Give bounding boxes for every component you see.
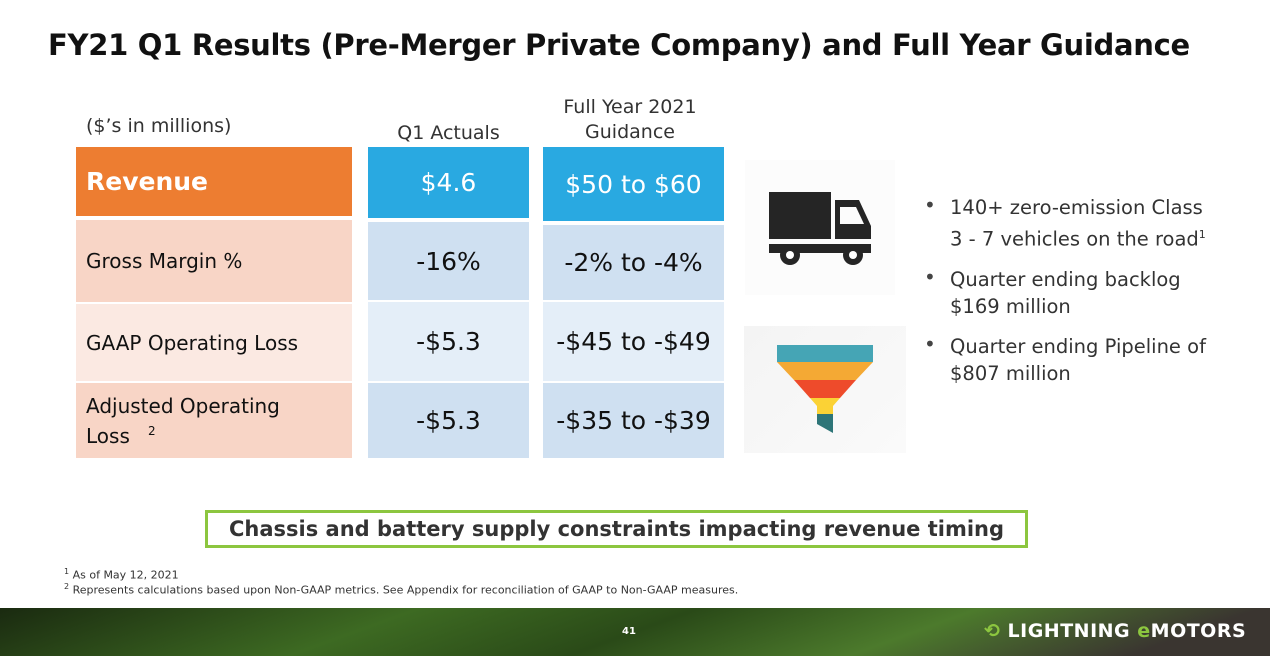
funnel-icon bbox=[744, 326, 906, 453]
bullet-vehicles: 140+ zero-emission Class 3 - 7 vehicles … bbox=[922, 192, 1212, 253]
footnote-1: 1 As of May 12, 2021 bbox=[64, 567, 179, 582]
page-number: 41 bbox=[622, 626, 636, 637]
bullet-backlog: Quarter ending backlog $169 million bbox=[922, 264, 1212, 320]
q1-gaap-loss: -$5.3 bbox=[368, 302, 529, 381]
footnote-2: 2 Represents calculations based upon Non… bbox=[64, 582, 738, 597]
footnote-number: 1 bbox=[64, 567, 70, 576]
company-logo: ⟲ LIGHTNING eMOTORS bbox=[984, 620, 1247, 642]
q1-gross-margin: -16% bbox=[368, 222, 529, 300]
unit-note: ($’s in millions) bbox=[86, 115, 232, 137]
fy-adjusted-loss: -$35 to -$39 bbox=[543, 383, 724, 458]
col-header-fy-line2: Guidance bbox=[585, 121, 675, 143]
fy-gross-margin: -2% to -4% bbox=[543, 225, 724, 300]
footer-bar: 41 ⟲ LIGHTNING eMOTORS bbox=[0, 608, 1270, 656]
q1-revenue: $4.6 bbox=[368, 147, 529, 218]
bullet-vehicles-text: 140+ zero-emission Class 3 - 7 vehicles … bbox=[950, 196, 1203, 251]
row-label-gaap-loss: GAAP Operating Loss bbox=[76, 304, 352, 381]
col-header-fy-line1: Full Year 2021 bbox=[563, 96, 697, 118]
banner-callout: Chassis and battery supply constraints i… bbox=[205, 510, 1028, 548]
truck-icon bbox=[745, 160, 895, 295]
footnote-marker: 2 bbox=[148, 423, 156, 438]
footnote-text: As of May 12, 2021 bbox=[72, 568, 179, 582]
fy-revenue: $50 to $60 bbox=[543, 147, 724, 221]
page-title: FY21 Q1 Results (Pre-Merger Private Comp… bbox=[48, 28, 1190, 62]
fy-gaap-loss: -$45 to -$49 bbox=[543, 302, 724, 381]
footnote-text: Represents calculations based upon Non-G… bbox=[72, 583, 739, 597]
footnote-marker: 1 bbox=[1198, 228, 1206, 241]
row-label-adjusted-loss: Adjusted Operating Loss 2 bbox=[76, 383, 352, 458]
col-header-fy: Full Year 2021 Guidance bbox=[530, 95, 730, 145]
row-label-adjusted-loss-text: Adjusted Operating Loss bbox=[86, 393, 280, 448]
row-label-revenue: Revenue bbox=[76, 147, 352, 216]
col-header-q1: Q1 Actuals bbox=[397, 122, 500, 144]
row-label-gross-margin: Gross Margin % bbox=[76, 220, 352, 302]
bullet-pipeline: Quarter ending Pipeline of $807 million bbox=[922, 331, 1212, 387]
bullet-list: 140+ zero-emission Class 3 - 7 vehicles … bbox=[922, 192, 1212, 400]
logo-bolt-icon: ⟲ bbox=[984, 620, 1001, 642]
q1-adjusted-loss: -$5.3 bbox=[368, 383, 529, 458]
footnote-number: 2 bbox=[64, 582, 70, 591]
